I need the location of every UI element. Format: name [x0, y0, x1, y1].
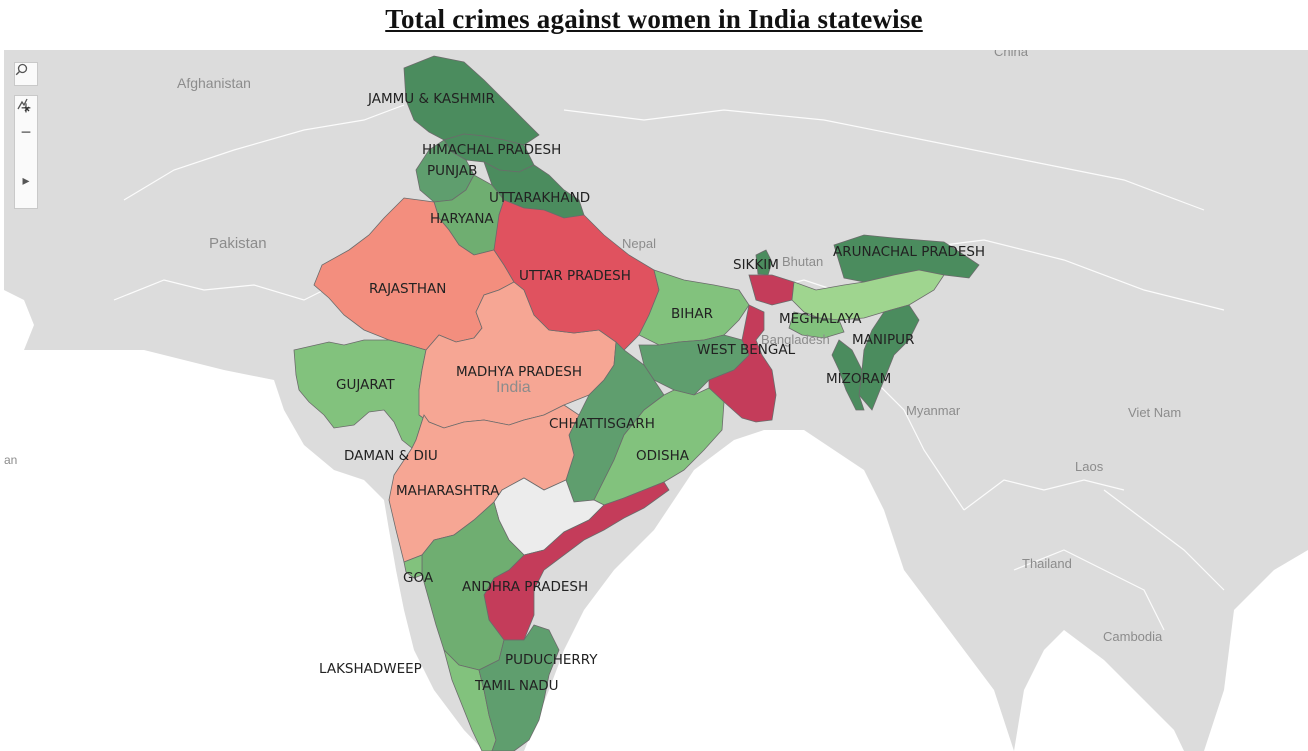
state-meghalaya[interactable]	[788, 311, 845, 339]
label-tamil-nadu: TAMIL NADU	[474, 678, 559, 694]
label-himachal-pradesh: HIMACHAL PRADESH	[422, 142, 561, 158]
label-myanmar: Myanmar	[906, 403, 961, 418]
label-viet-nam: Viet Nam	[1128, 405, 1181, 420]
label-gujarat: GUJARAT	[336, 377, 395, 393]
label-punjab: PUNJAB	[427, 163, 477, 179]
state-tamil-nadu[interactable]	[478, 624, 560, 751]
search-icon[interactable]	[15, 63, 37, 85]
state-polygons[interactable]	[293, 55, 980, 751]
label-bihar: BIHAR	[671, 306, 713, 322]
label-daman-diu: DAMAN & DIU	[344, 448, 438, 464]
label-manipur: MANIPUR	[852, 332, 914, 348]
state-manipur[interactable]	[858, 304, 920, 411]
label-madhya-pradesh: MADHYA PRADESH	[456, 364, 582, 380]
state-andhra-pradesh[interactable]	[483, 481, 670, 641]
label-jammu-kashmir: JAMMU & KASHMIR	[367, 91, 495, 107]
arabian-sea	[4, 350, 484, 751]
label-afghanistan: Afghanistan	[177, 75, 251, 91]
label-nepal: Nepal	[622, 236, 656, 251]
label-oman-partial: an	[4, 453, 17, 467]
page-title: Total crimes against women in India stat…	[385, 4, 923, 34]
label-sikkim: SIKKIM	[733, 257, 779, 273]
state-karnataka[interactable]	[421, 501, 525, 671]
zoom-out-button[interactable]: −	[20, 121, 32, 142]
label-west-bengal: WEST BENGAL	[697, 342, 796, 358]
label-uttarakhand: UTTARAKHAND	[489, 190, 590, 206]
south-china-sea	[1204, 550, 1308, 751]
label-rajasthan: RAJASTHAN	[369, 281, 446, 297]
label-bangladesh: Bangladesh	[761, 332, 830, 347]
label-pakistan: Pakistan	[209, 235, 267, 252]
gulf-of-oman	[4, 290, 34, 350]
map-view[interactable]: Afghanistan Pakistan Nepal Bhutan Bangla…	[4, 50, 1308, 751]
label-chhattisgarh: CHHATTISGARH	[549, 416, 655, 432]
label-laos: Laos	[1075, 459, 1104, 474]
expand-button[interactable]: ▸	[22, 171, 30, 188]
label-bhutan: Bhutan	[782, 254, 823, 269]
label-haryana: HARYANA	[430, 211, 494, 227]
label-odisha: ODISHA	[636, 448, 690, 464]
state-goa[interactable]	[403, 554, 423, 579]
label-india: India	[496, 379, 531, 396]
search-toolbar	[14, 62, 38, 86]
label-thailand: Thailand	[1022, 556, 1072, 571]
label-goa: GOA	[403, 570, 434, 586]
state-assam[interactable]	[791, 269, 945, 321]
label-puducherry: PUDUCHERRY	[505, 652, 598, 668]
bay-of-bengal	[524, 430, 1014, 751]
state-labels: JAMMU & KASHMIR HIMACHAL PRADESH PUNJAB …	[319, 91, 985, 694]
label-lakshadweep: LAKSHADWEEP	[319, 661, 422, 677]
label-maharashtra: MAHARASHTRA	[396, 483, 500, 499]
label-cambodia: Cambodia	[1103, 629, 1163, 644]
label-china: China	[994, 50, 1029, 59]
map-canvas[interactable]: Afghanistan Pakistan Nepal Bhutan Bangla…	[4, 50, 1308, 751]
state-west-bengal[interactable]	[708, 304, 777, 423]
pin-reset-icon[interactable]	[15, 98, 37, 168]
basemap-labels: Afghanistan Pakistan Nepal Bhutan Bangla…	[4, 50, 1181, 644]
label-meghalaya: MEGHALAYA	[779, 311, 862, 327]
label-arunachal-pradesh: ARUNACHAL PRADESH	[833, 244, 985, 260]
label-mizoram: MIZORAM	[826, 371, 891, 387]
state-sikkim[interactable]	[755, 249, 773, 276]
label-andhra-pradesh: ANDHRA PRADESH	[462, 579, 588, 595]
state-mizoram[interactable]	[831, 339, 865, 411]
zoom-toolbar: + − ▸	[14, 95, 38, 209]
label-uttar-pradesh: UTTAR PRADESH	[519, 268, 631, 284]
gulf-of-thailand	[1094, 700, 1184, 751]
